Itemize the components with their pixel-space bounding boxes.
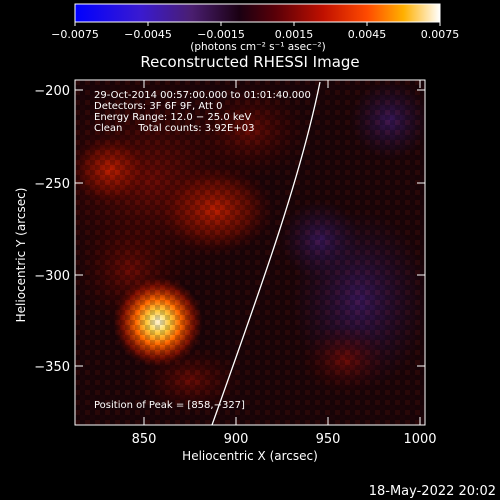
x-tick-label: 850 [132, 432, 157, 447]
colorbar-tick-label: 0.0075 [421, 28, 460, 41]
colorbar-tick-label: −0.0045 [124, 28, 172, 41]
y-tick-label: −250 [34, 177, 70, 192]
x-axis-label: Heliocentric X (arcsec) [182, 449, 318, 463]
image-title: Reconstructed RHESSI Image [140, 53, 359, 71]
y-tick-label: −200 [34, 84, 70, 99]
info-line-time: 29-Oct-2014 00:57:00.000 to 01:01:40.000 [94, 90, 311, 101]
colorbar-tick-label: 0.0015 [275, 28, 314, 41]
timestamp: 18-May-2022 20:02 [369, 484, 496, 499]
colorbar-tick-label: −0.0075 [51, 28, 99, 41]
colorbar-tick-label: 0.0045 [348, 28, 387, 41]
x-tick-label: 1000 [403, 432, 436, 447]
colorbar: −0.0075 −0.0045 −0.0015 0.0015 0.0045 0.… [51, 3, 460, 53]
info-line-detectors: Detectors: 3F 6F 9F, Att 0 [94, 101, 222, 112]
axis-ticks [75, 80, 425, 425]
x-tick-label: 950 [316, 432, 341, 447]
plot-frame [74, 79, 426, 426]
colorbar-units: (photons cm⁻² s⁻¹ asec⁻²) [190, 41, 325, 53]
info-line-energy: Energy Range: 12.0 − 25.0 keV [94, 112, 251, 123]
colorbar-gradient [74, 3, 441, 23]
rhessi-image: 29-Oct-2014 00:57:00.000 to 01:01:40.000… [74, 79, 426, 426]
info-line-counts: Clean Total counts: 3.92E+03 [94, 123, 254, 134]
y-tick-label: −300 [34, 269, 70, 284]
colorbar-tick-label: −0.0015 [197, 28, 245, 41]
y-axis-label: Heliocentric Y (arcsec) [14, 188, 28, 323]
x-tick-label: 900 [224, 432, 249, 447]
solar-limb-line [211, 81, 321, 425]
peak-position-label: Position of Peak = [858,−327] [94, 400, 245, 411]
y-tick-label: −350 [34, 360, 70, 375]
